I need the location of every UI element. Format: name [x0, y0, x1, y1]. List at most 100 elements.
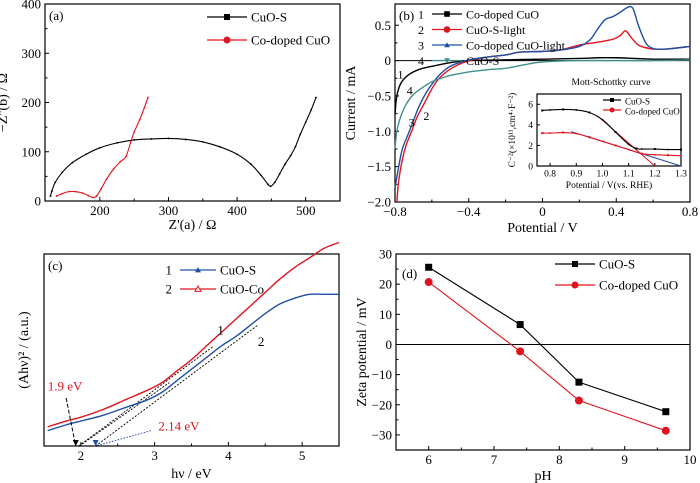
legend-item: CuO-S [603, 97, 650, 107]
tangent-line [79, 382, 170, 447]
annotation-label: 2.14 eV [158, 419, 200, 434]
series-line-cuo-co [47, 241, 340, 428]
data-point [601, 140, 604, 143]
data-point [98, 146, 101, 149]
x-tick-label: −0.4 [457, 204, 481, 219]
panel-label: (a) [49, 8, 63, 23]
data-point [588, 136, 591, 139]
x-tick-label: 0.8 [544, 170, 556, 180]
legend-label: Co-doped CuO [466, 8, 539, 22]
panel-label: (d) [402, 266, 417, 281]
data-point [575, 132, 578, 135]
data-point [125, 155, 127, 158]
data-point [516, 321, 524, 329]
x-tick-label: 9 [621, 452, 628, 467]
x-tick-label: 10 [684, 452, 697, 467]
data-point [184, 138, 187, 141]
inset-title: Mott-Schottky curve [572, 78, 651, 88]
y-tick-label: 0 [528, 162, 533, 172]
y-tick-label: −1.5 [367, 159, 391, 174]
legend-index: 2 [418, 23, 424, 37]
data-point [50, 190, 53, 193]
x-tick-label: −0.8 [383, 204, 407, 219]
y-tick-label: −20 [372, 397, 392, 412]
y-tick-label: 0.5 [375, 18, 391, 33]
plot-frame [43, 253, 340, 447]
legend-item: CuO-S [207, 10, 287, 25]
data-point [541, 109, 544, 112]
x-tick-label: 0.9 [570, 170, 582, 180]
data-point [74, 190, 77, 193]
data-point [138, 118, 141, 121]
y-axis-title: −Z''(b) / Ω [0, 73, 11, 132]
data-point [424, 278, 433, 287]
legend-item: CuO-S [555, 257, 635, 272]
legend-index: 4 [418, 54, 424, 68]
data-point [278, 173, 281, 175]
y-tick-label: 0 [35, 194, 42, 209]
data-point [54, 181, 57, 184]
curve-label: 1 [398, 67, 404, 81]
x-tick-label: 0 [539, 204, 546, 219]
data-point [105, 177, 108, 180]
data-point [575, 378, 583, 386]
data-point [310, 108, 313, 111]
series-line-co-doped-cuo [56, 97, 149, 199]
arrow-head [72, 440, 79, 446]
series-line-co-doped-cuo [542, 132, 682, 157]
annotation-label: 2 [258, 334, 265, 349]
legend-item: Co-doped CuO [207, 33, 330, 48]
data-point [653, 153, 656, 156]
data-point [81, 192, 84, 195]
data-point [87, 194, 90, 197]
data-point [635, 147, 638, 150]
data-point [71, 161, 74, 164]
legend-swatch-marker [572, 261, 578, 267]
legend-item: 3 Co-doped CuO-light [418, 39, 566, 53]
data-point [627, 148, 630, 151]
plot-frame [395, 253, 691, 451]
data-point [549, 132, 551, 134]
annotation-arrow [95, 430, 152, 447]
data-point [294, 145, 297, 148]
x-tick-label: 0.4 [608, 204, 625, 219]
y-tick-label: 200 [22, 95, 42, 110]
data-point [614, 144, 617, 147]
y-tick-label: −30 [372, 427, 392, 442]
y-tick-label: 400 [22, 0, 42, 12]
legend-swatch-marker [444, 58, 450, 64]
data-point [667, 148, 669, 151]
x-tick-label: 5 [299, 448, 306, 463]
data-point [133, 139, 136, 141]
data-point [68, 190, 70, 193]
y-tick-label: 6 [528, 101, 533, 111]
legend-index: 2 [166, 282, 173, 297]
x-tick-label: 3 [151, 448, 158, 463]
y-tick-label: 30 [379, 247, 392, 262]
legend-label: CuO-S-light [466, 23, 526, 37]
y-tick-label: 2 [528, 142, 533, 152]
y-tick-label: −10 [372, 367, 392, 382]
data-point [653, 148, 656, 151]
y-tick-label: 0 [386, 337, 393, 352]
panel-label: (b) [399, 8, 414, 23]
data-point [61, 192, 64, 195]
legend-label: CuO-S [466, 54, 499, 68]
legend-swatch-marker [224, 14, 230, 20]
legend-swatch-marker [609, 107, 615, 113]
x-axis-title: hν / eV [171, 467, 212, 482]
legend-swatch-marker [194, 284, 202, 292]
x-tick-label: 6 [425, 452, 432, 467]
data-point [236, 153, 238, 156]
y-tick-label: −1.0 [367, 124, 391, 139]
legend-swatch-marker [443, 26, 451, 33]
series-line-co-doped-cuo [428, 281, 667, 432]
data-point [680, 154, 682, 157]
y-tick-label: 4 [528, 121, 533, 131]
data-point [267, 183, 269, 186]
curve-label: 3 [409, 115, 415, 129]
x-tick-label: 1.3 [675, 170, 687, 180]
legend-index: 3 [418, 39, 424, 53]
x-tick-label: 0.8 [682, 204, 698, 219]
